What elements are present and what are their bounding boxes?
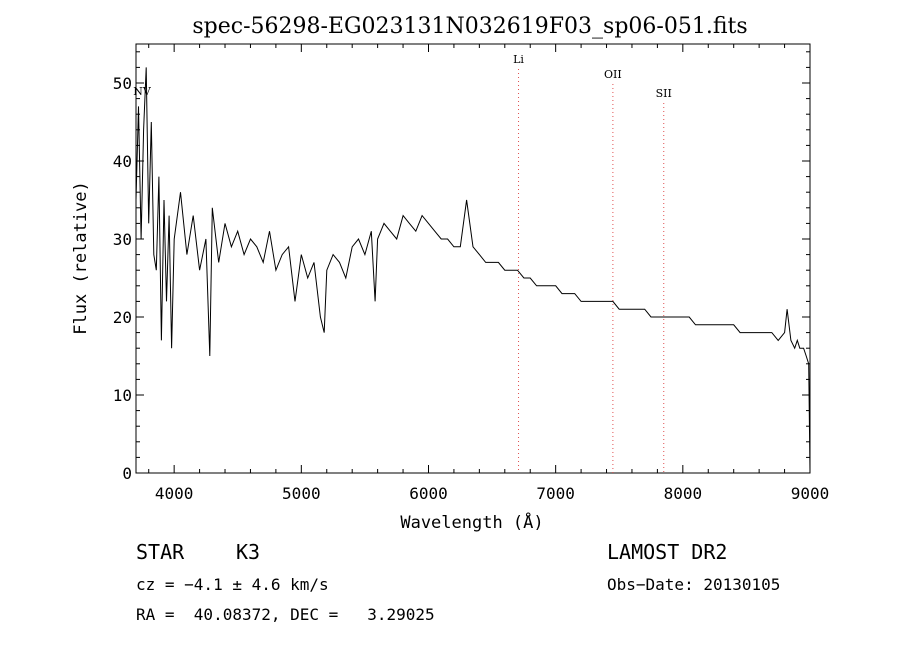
redshift-cz: cz = −4.1 ± 4.6 km/s xyxy=(136,575,329,594)
emission-line-markers: NV Li OII SII xyxy=(133,53,672,473)
observation-date: Obs−Date: 20130105 xyxy=(607,575,781,594)
x-axis-label: Wavelength (Å) xyxy=(400,511,543,533)
object-class: STAR xyxy=(136,540,185,564)
x-tick-label: 9000 xyxy=(791,484,830,503)
y-tick-label: 40 xyxy=(113,152,132,171)
marker-label-sii: SII xyxy=(656,87,672,100)
marker-label-nv: NV xyxy=(133,85,152,98)
marker-label-li: Li xyxy=(513,53,524,66)
x-tick-label: 6000 xyxy=(409,484,448,503)
object-subclass: K3 xyxy=(236,540,261,564)
x-tick-label: 8000 xyxy=(664,484,703,503)
y-tick-label: 50 xyxy=(113,74,132,93)
survey-name: LAMOST DR2 xyxy=(607,540,728,564)
coordinates: RA = 40.08372, DEC = 3.29025 xyxy=(136,605,435,624)
plot-frame xyxy=(135,43,811,474)
chart-title: spec-56298-EG023131N032619F03_sp06-051.f… xyxy=(192,14,747,39)
x-axis: 4000 5000 6000 7000 8000 9000 xyxy=(148,44,830,503)
y-axis: 0 10 20 30 40 50 xyxy=(113,51,810,483)
y-tick-label: 20 xyxy=(113,308,132,327)
y-tick-label: 30 xyxy=(113,230,132,249)
x-tick-label: 7000 xyxy=(536,484,575,503)
y-tick-label: 0 xyxy=(122,464,132,483)
spectrum-series-line xyxy=(135,67,811,474)
x-tick-label: 5000 xyxy=(282,484,321,503)
x-tick-label: 4000 xyxy=(155,484,194,503)
y-axis-label: Flux (relative) xyxy=(71,181,91,335)
y-tick-label: 10 xyxy=(113,386,132,405)
marker-label-oii: OII xyxy=(604,68,622,81)
